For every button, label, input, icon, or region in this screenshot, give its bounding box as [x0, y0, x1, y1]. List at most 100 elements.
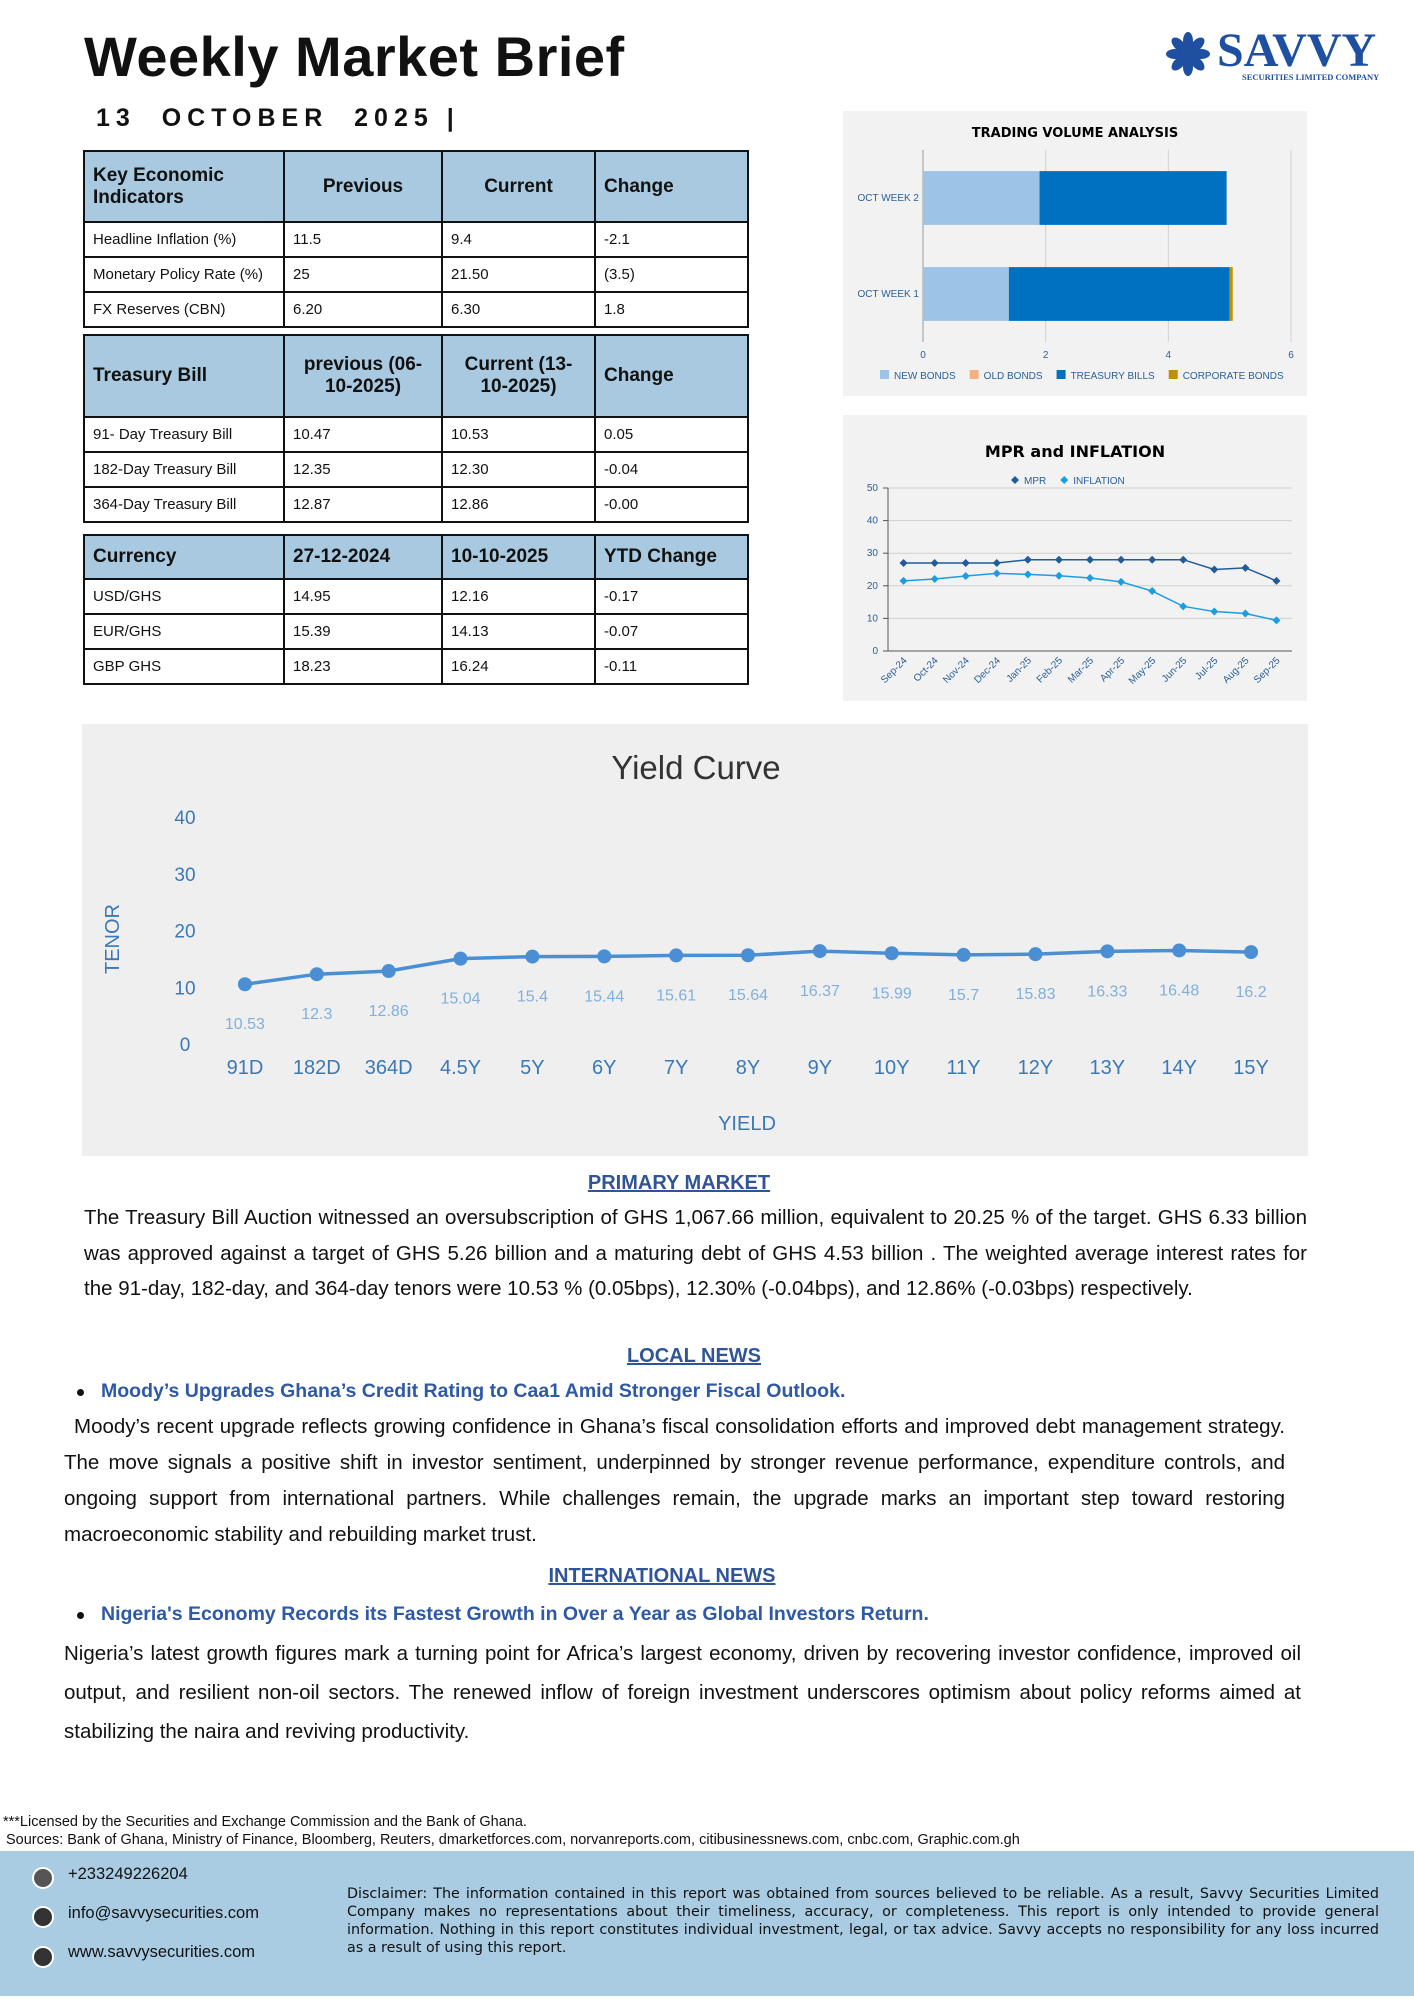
- table-cell: 0.05: [594, 416, 749, 453]
- x-tick-label: 2: [1043, 350, 1049, 361]
- legend-label: TREASURY BILLS: [1071, 371, 1155, 382]
- x-tick-label: 15Y: [1233, 1057, 1269, 1079]
- x-tick-label: 91D: [227, 1057, 264, 1079]
- marker: [1028, 947, 1043, 962]
- data-label: 15.04: [441, 991, 481, 1008]
- marker: [992, 558, 1001, 567]
- table-cell: 21.50: [441, 256, 596, 293]
- section-text: Moody’s recent upgrade reflects growing …: [64, 1415, 1285, 1546]
- data-label: 15.99: [872, 985, 912, 1002]
- data-table: Key Economic Indicators Previous Current Ch…: [83, 150, 749, 328]
- x-tick-label: 14Y: [1161, 1057, 1197, 1079]
- table-cell: 14.13: [441, 613, 596, 650]
- chart-title: Yield Curve: [611, 749, 780, 786]
- section-heading: INTERNATIONAL NEWS: [548, 1565, 776, 1587]
- header-cell: Treasury Bill: [83, 334, 285, 418]
- marker: [1272, 576, 1281, 585]
- legend-label: CORPORATE BONDS: [1183, 371, 1284, 382]
- table-cell: EUR/GHS: [83, 613, 285, 650]
- marker: [1023, 570, 1032, 579]
- logo-tagline: SECURITIES LIMITED COMPANY: [1242, 72, 1379, 82]
- marker: [1117, 577, 1126, 586]
- marker: [1210, 565, 1219, 574]
- website[interactable]: www.savvysecurities.com: [68, 1943, 256, 1961]
- table-row: Headline Inflation (%) 11.5 9.4 -2.1: [83, 221, 749, 258]
- chart-background: [843, 415, 1307, 701]
- sources-note: Sources: Bank of Ghana, Ministry of Fina…: [6, 1832, 1020, 1848]
- bar-segment: [1039, 171, 1227, 225]
- table-cell: -0.07: [594, 613, 749, 650]
- data-label: 16.2: [1235, 984, 1266, 1001]
- marker: [1272, 616, 1281, 625]
- marker: [1117, 555, 1126, 564]
- data-label: 12.3: [301, 1006, 332, 1023]
- header-cell: Change: [594, 334, 749, 418]
- table-cell: 10.47: [283, 416, 443, 453]
- x-tick-label: 6Y: [592, 1057, 616, 1079]
- y-tick-label: 40: [867, 516, 879, 527]
- y-axis-label: TENOR: [102, 904, 124, 974]
- marker: [525, 949, 540, 964]
- marker: [1148, 587, 1157, 596]
- marker: [1100, 944, 1115, 959]
- table-cell: 12.30: [441, 451, 596, 488]
- data-label: 15.64: [728, 987, 768, 1004]
- data-label: 15.44: [584, 988, 624, 1005]
- marker: [309, 967, 324, 982]
- x-axis-label: YIELD: [718, 1113, 776, 1135]
- marker: [961, 558, 970, 567]
- table-cell: 15.39: [283, 613, 443, 650]
- marker: [930, 574, 939, 583]
- y-tick-label: 20: [867, 581, 879, 592]
- header-cell: previous (06-10-2025): [283, 334, 443, 418]
- marker: [237, 977, 252, 992]
- marker: [1172, 943, 1187, 958]
- x-tick-label: 364D: [365, 1057, 413, 1079]
- chart-title: TRADING VOLUME ANALYSIS: [972, 126, 1178, 141]
- header-cell: Current: [441, 150, 596, 223]
- header-cell: Previous: [283, 150, 443, 223]
- marker: [669, 948, 684, 963]
- header-cell: 27-12-2024: [283, 534, 443, 580]
- y-tick-label: 0: [872, 646, 878, 657]
- x-tick-label: 12Y: [1018, 1057, 1054, 1079]
- data-label: 12.86: [369, 1003, 409, 1020]
- data-label: 15.7: [948, 987, 979, 1004]
- legend-marker: [1060, 476, 1069, 484]
- header-cell: Change: [594, 150, 749, 223]
- logo-name: SAVVY: [1217, 30, 1376, 77]
- marker: [956, 947, 971, 962]
- legend-label: MPR: [1024, 476, 1046, 487]
- marker: [812, 944, 827, 959]
- marker: [381, 964, 396, 979]
- bar-segment: [923, 267, 1009, 321]
- legend-swatch: [1168, 370, 1178, 379]
- table-cell: GBP GHS: [83, 648, 285, 685]
- y-tick-label: 40: [174, 808, 195, 829]
- table-cell: -0.00: [594, 486, 749, 523]
- table-row: GBP GHS 18.23 16.24 -0.11: [83, 648, 749, 685]
- news-headline: Moody’s Upgrades Ghana’s Credit Rating t…: [76, 1380, 846, 1402]
- marker: [1054, 555, 1063, 564]
- table-cell: 25: [283, 256, 443, 293]
- x-tick-label: 0: [920, 350, 926, 361]
- contact-icons: [32, 1867, 54, 1968]
- footer: +233249226204 info@savvysecurities.com w…: [0, 1851, 1414, 1996]
- table-cell: 9.4: [441, 221, 596, 258]
- phone[interactable]: +233249226204: [68, 1865, 188, 1883]
- chart-background: [843, 111, 1307, 396]
- table-cell: 12.35: [283, 451, 443, 488]
- data-label: 16.48: [1159, 982, 1199, 999]
- section-text: The Treasury Bill Auction witnessed an o…: [84, 1206, 1307, 1300]
- x-tick-label: 5Y: [520, 1057, 544, 1079]
- data-label: 15.4: [517, 989, 548, 1006]
- marker: [453, 951, 468, 966]
- email[interactable]: info@savvysecurities.com: [68, 1904, 259, 1922]
- header-row: Key Economic Indicators Previous Current Ch…: [83, 150, 749, 223]
- table-cell: 12.87: [283, 486, 443, 523]
- x-tick-label: 10Y: [874, 1057, 910, 1079]
- marker: [1086, 555, 1094, 564]
- x-tick-label: 13Y: [1090, 1057, 1126, 1079]
